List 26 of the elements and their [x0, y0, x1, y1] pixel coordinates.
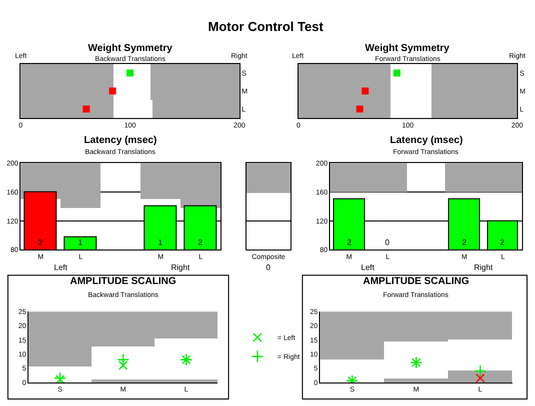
text: Right [474, 263, 494, 272]
point [118, 360, 128, 370]
annotation: 2 [198, 238, 203, 247]
point [474, 364, 486, 378]
text: Left [54, 263, 68, 272]
chart-title: Latency (msec) [84, 135, 157, 146]
annotation: 2 [462, 238, 467, 247]
chart-title: Weight Symmetry [365, 43, 450, 54]
annotation: 1 [158, 238, 163, 247]
text: Right [171, 263, 190, 272]
annotation: 2 [38, 238, 43, 247]
chart-title: Weight Symmetry [88, 43, 173, 54]
chart-title: AMPLITUDE SCALING [70, 276, 176, 287]
annotation: 2 [347, 238, 352, 247]
text: 0 [266, 263, 271, 272]
text: Left [361, 263, 376, 272]
text: Motor Control Test [208, 19, 324, 34]
annotation: 2 [500, 238, 505, 247]
point [116, 353, 130, 366]
point [476, 373, 485, 382]
chart-title: Latency (msec) [390, 135, 463, 146]
chart-title: AMPLITUDE SCALING [363, 276, 470, 287]
annotation: 0 [385, 238, 390, 247]
annotation: 1 [78, 238, 83, 247]
point [54, 372, 66, 382]
point [55, 374, 65, 382]
